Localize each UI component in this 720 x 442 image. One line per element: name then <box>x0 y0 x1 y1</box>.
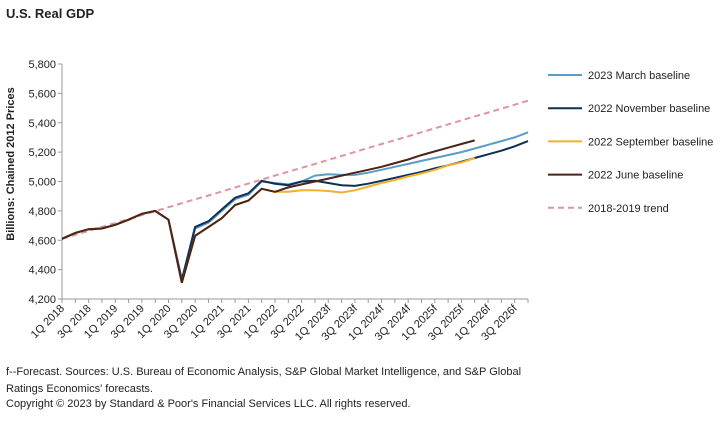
y-tick-label: 5,000 <box>28 177 56 189</box>
series-line <box>61 140 529 281</box>
chart: U.S. Real GDP Billions: Chained 2012 Pri… <box>5 6 713 343</box>
legend-label: 2018-2019 trend <box>588 203 669 215</box>
y-axis-label: Billions: Chained 2012 Prices <box>5 87 17 240</box>
footnote: f--Forecast. Sources: U.S. Bureau of Eco… <box>6 366 522 395</box>
y-tick-label: 5,600 <box>28 88 56 100</box>
series-line <box>61 131 529 281</box>
y-tick-label: 5,800 <box>28 59 56 71</box>
legend-label: 2022 November baseline <box>588 103 710 115</box>
y-tick-label: 4,400 <box>28 265 56 277</box>
y-tick-label: 5,200 <box>28 147 56 159</box>
y-tick-label: 4,600 <box>28 235 56 247</box>
y-tick-label: 5,400 <box>28 118 56 130</box>
series-line <box>61 139 475 284</box>
chart-title: U.S. Real GDP <box>6 6 94 21</box>
legend-label: 2022 September baseline <box>588 136 713 148</box>
legend-label: 2023 March baseline <box>588 70 690 82</box>
legend-label: 2022 June baseline <box>588 170 683 182</box>
y-tick-label: 4,800 <box>28 206 56 218</box>
y-tick-label: 4,200 <box>28 294 56 306</box>
copyright: Copyright © 2023 by Standard & Poor's Fi… <box>6 398 411 410</box>
